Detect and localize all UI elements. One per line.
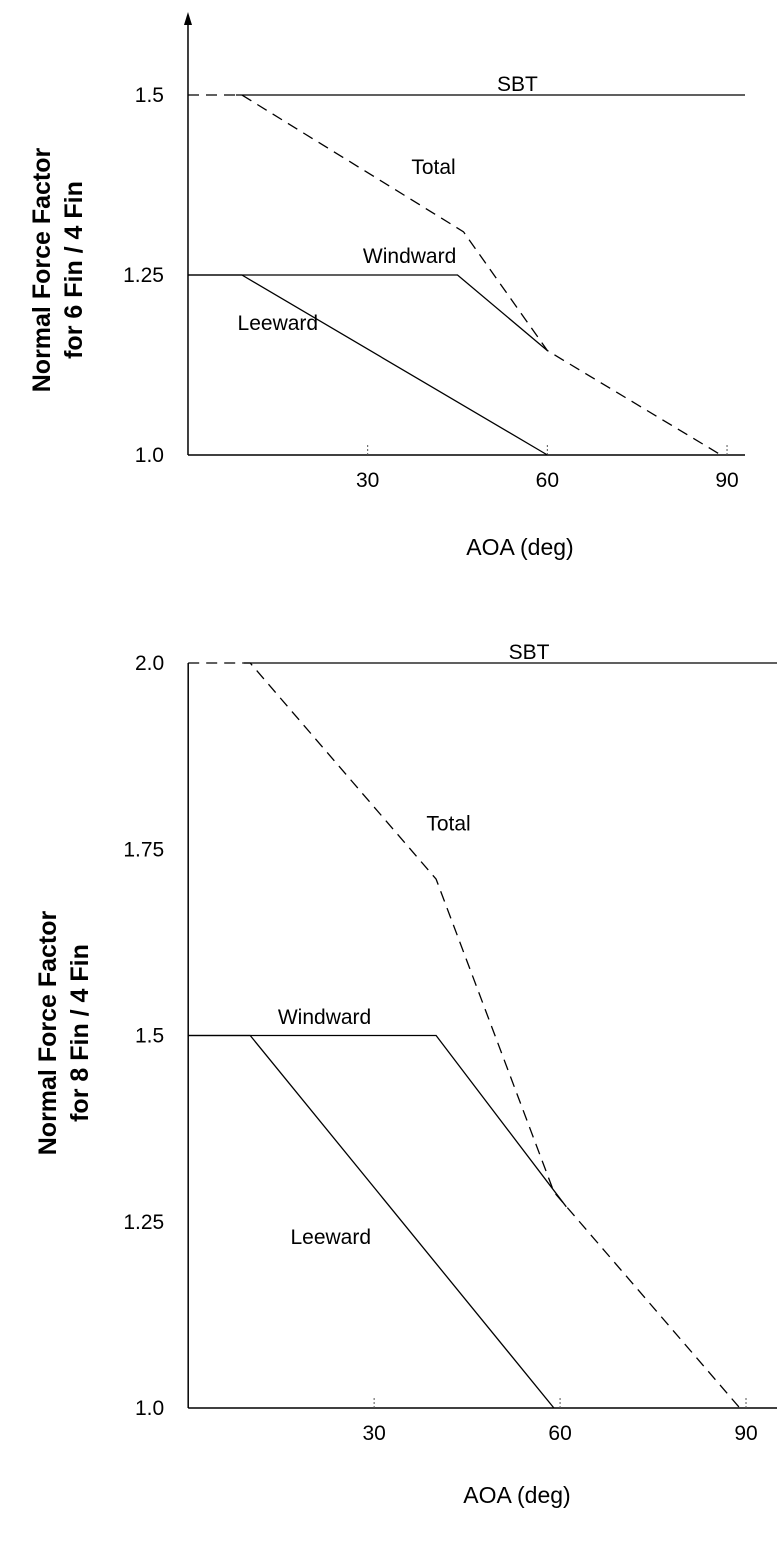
series-label-windward: Windward — [363, 245, 456, 268]
chart-panel-2: 30 60 90 1.0 1.25 1.5 1.75 2.0 SBT Total Windward L… — [34, 641, 777, 1508]
y-tick-label-1-0: 1.0 — [135, 444, 164, 467]
x-axis-title: AOA (deg) — [466, 534, 573, 560]
y-tick-label-1-0: 1.0 — [135, 1397, 164, 1420]
series-label-leeward: Leeward — [290, 1226, 371, 1249]
x-tick-label-60: 60 — [548, 1422, 571, 1445]
series-label-windward: Windward — [278, 1006, 371, 1029]
y-axis-title-line-2: for 6 Fin / 4 Fin — [60, 181, 88, 359]
series-label-total: Total — [411, 156, 455, 179]
series-line-leeward — [188, 1036, 554, 1409]
y-axis-title-line-2: for 8 Fin / 4 Fin — [66, 944, 94, 1122]
x-tick-label-30: 30 — [356, 469, 379, 492]
x-tick-label-60: 60 — [536, 469, 559, 492]
x-tick-label-90: 90 — [734, 1422, 757, 1445]
x-axis-title: AOA (deg) — [463, 1482, 570, 1508]
y-tick-label-1-25: 1.25 — [123, 264, 164, 287]
y-axis-title: Normal Force Factor for 6 Fin / 4 Fin — [28, 147, 88, 392]
x-tick-label-30: 30 — [362, 1422, 385, 1445]
series-label-sbt: SBT — [497, 73, 538, 96]
series-line-windward — [188, 1036, 566, 1207]
y-axis-title-line-1: Normal Force Factor — [34, 910, 62, 1155]
y-axis-title-line-1: Normal Force Factor — [28, 147, 56, 392]
y-tick-label-1-5: 1.5 — [135, 84, 164, 107]
x-tick-label-90: 90 — [715, 469, 738, 492]
y-tick-label-1-5: 1.5 — [135, 1025, 164, 1048]
y-tick-label-1-25: 1.25 — [123, 1211, 164, 1234]
series-line-leeward — [188, 275, 547, 455]
chart-panel-1: 30 60 90 1.0 1.25 1.5 SBT Total Windward Leeward A… — [28, 12, 745, 560]
series-label-leeward: Leeward — [238, 312, 319, 335]
y-tick-label-1-75: 1.75 — [123, 838, 164, 861]
y-tick-label-2-0: 2.0 — [135, 652, 164, 675]
y-axis-arrow-icon — [184, 12, 192, 25]
series-label-sbt: SBT — [509, 641, 550, 664]
y-axis-title: Normal Force Factor for 8 Fin / 4 Fin — [34, 910, 94, 1155]
series-label-total: Total — [426, 812, 470, 835]
